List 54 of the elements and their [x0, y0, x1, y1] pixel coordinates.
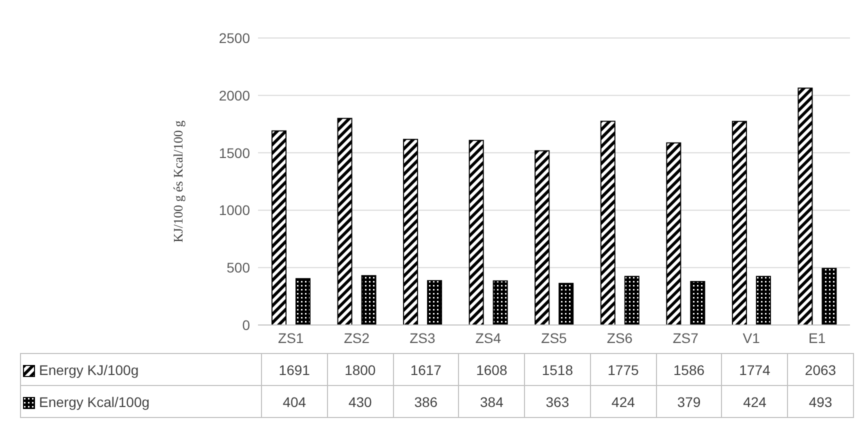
bar — [822, 268, 837, 325]
y-axis-title: KJ/100 g és Kcal/100 g — [170, 120, 186, 243]
bar — [492, 280, 508, 325]
bar — [468, 140, 484, 325]
bar — [732, 120, 747, 325]
y-tick-label: 2500 — [218, 30, 250, 46]
data-label: 430 — [327, 386, 394, 418]
data-label: 1774 — [722, 354, 788, 386]
data-label: 2063 — [788, 354, 854, 386]
bar — [296, 278, 310, 325]
bar — [558, 282, 574, 325]
data-label: 386 — [393, 386, 459, 418]
bar — [403, 138, 418, 325]
data-label: 1617 — [393, 354, 459, 386]
bar — [272, 130, 286, 325]
data-label: 493 — [788, 386, 854, 418]
bar — [756, 276, 771, 325]
data-label: 1586 — [656, 354, 722, 386]
data-label: 1608 — [458, 354, 525, 386]
data-label: 1775 — [590, 354, 656, 386]
legend-label: Energy Kcal/100g — [20, 386, 262, 418]
x-tick-label: ZS2 — [344, 330, 370, 346]
data-label: 424 — [722, 386, 788, 418]
x-tick-label: ZS5 — [541, 330, 568, 346]
data-label: 404 — [262, 386, 328, 418]
data-label: 1518 — [524, 354, 590, 386]
bar — [798, 88, 813, 325]
bar — [534, 150, 550, 325]
bar — [666, 142, 682, 325]
bar — [337, 118, 352, 325]
bar — [690, 280, 706, 325]
legend-label: Energy KJ/100g — [20, 354, 262, 386]
x-tick-label: ZS4 — [475, 330, 502, 346]
x-tick-label: ZS7 — [672, 330, 699, 346]
y-tick-label: 500 — [226, 260, 250, 276]
y-tick-label: 1500 — [218, 144, 250, 161]
x-tick-label: ZS6 — [606, 330, 633, 346]
bar — [600, 120, 616, 325]
x-tick-label: ZS1 — [278, 330, 304, 346]
x-tick-label: E1 — [808, 330, 826, 346]
x-tick-label: ZS3 — [410, 330, 436, 346]
bar — [427, 280, 442, 325]
data-label: 384 — [458, 386, 525, 418]
y-tick-label: 1000 — [218, 202, 250, 218]
bar — [361, 275, 376, 325]
data-label: 363 — [524, 386, 590, 418]
y-tick-label: 2000 — [218, 87, 250, 104]
data-label: 379 — [656, 386, 722, 418]
bar — [624, 276, 640, 325]
y-tick-label: 0 — [242, 316, 250, 333]
data-label: 1691 — [262, 354, 328, 386]
x-tick-label: V1 — [742, 330, 760, 346]
data-label: 1800 — [327, 354, 394, 386]
data-label: 424 — [590, 386, 656, 418]
